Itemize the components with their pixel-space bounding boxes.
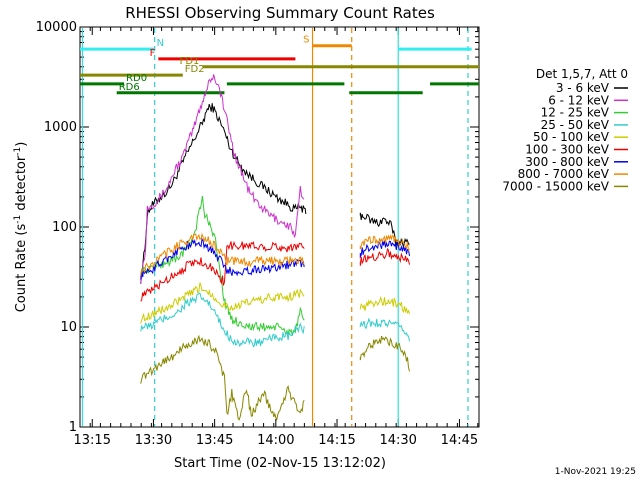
series-line-7 [140, 232, 410, 276]
x-tick-label: 13:45 [196, 433, 233, 448]
legend-label: 12 - 25 keV [541, 106, 610, 120]
y-tick-label: 1 [69, 420, 77, 435]
legend-label: 100 - 300 keV [525, 143, 609, 157]
timestamp: 1-Nov-2021 19:25 [555, 467, 636, 477]
y-tick-label: 1000 [44, 120, 77, 135]
flag-label-FD1: FD1 [180, 56, 200, 67]
series-line-6 [140, 237, 410, 280]
x-axis-label: Start Time (02-Nov-15 13:12:02) [174, 456, 386, 471]
x-tick-label: 14:00 [257, 433, 294, 448]
legend-label: 800 - 7000 keV [518, 167, 610, 181]
series-line-8 [140, 334, 410, 421]
flag-label-S: S [303, 35, 309, 46]
legend-label: 6 - 12 keV [548, 93, 610, 107]
chart-title: RHESSI Observing Summary Count Rates [125, 4, 435, 22]
legend-label: 300 - 800 keV [525, 155, 609, 169]
y-tick-label: 10000 [36, 20, 77, 35]
flag-label-RD6: RD6 [119, 82, 140, 93]
legend-label: 7000 - 15000 keV [502, 179, 609, 193]
series-line-3 [140, 292, 410, 348]
series-line-4 [140, 282, 410, 324]
flag-label-N: N [157, 38, 164, 49]
legend-label: 25 - 50 keV [541, 118, 610, 132]
legend-label: 50 - 100 keV [533, 130, 610, 144]
legend-title: Det 1,5,7, Att 0 [536, 67, 628, 81]
x-tick-label: 13:30 [135, 433, 172, 448]
series-line-1 [140, 74, 305, 284]
series-line-5 [140, 240, 410, 302]
plot-area: 13:15 13:30 13:45 14:00 14:15 14:30 14:45 1 10 10… [36, 20, 480, 448]
flag-label-F: F [150, 48, 156, 59]
x-tick-label: 13:15 [74, 433, 111, 448]
y-axis-label: Count Rate (s-1 detector-1) [13, 142, 29, 313]
y-tick-label: 100 [52, 220, 77, 235]
y-tick-label: 10 [60, 320, 77, 335]
flag-label-RD0: RD0 [126, 73, 147, 84]
flag-label-FD2: FD2 [185, 64, 205, 75]
x-tick-label: 14:45 [441, 433, 478, 448]
x-tick-label: 14:30 [379, 433, 416, 448]
legend-label: 3 - 6 keV [556, 81, 610, 95]
x-tick-label: 14:15 [318, 433, 355, 448]
